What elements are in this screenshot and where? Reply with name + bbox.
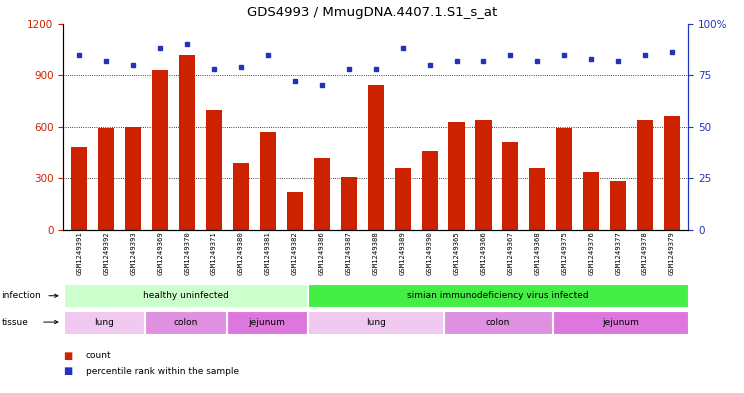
Text: colon: colon	[486, 318, 510, 327]
Bar	[449, 121, 464, 230]
Bar	[394, 168, 411, 230]
Bar	[475, 120, 492, 230]
Bar	[557, 129, 572, 230]
Text: ■: ■	[63, 351, 72, 361]
Bar	[368, 85, 384, 230]
Text: count: count	[86, 351, 111, 360]
Text: jejunum: jejunum	[602, 318, 638, 327]
Bar	[444, 310, 552, 334]
Bar	[422, 151, 437, 230]
Text: ■: ■	[63, 366, 72, 376]
Bar	[260, 132, 276, 230]
Text: GDS4993 / MmugDNA.4407.1.S1_s_at: GDS4993 / MmugDNA.4407.1.S1_s_at	[247, 6, 497, 19]
Bar	[529, 168, 545, 230]
Bar	[206, 110, 222, 230]
Text: infection: infection	[1, 291, 41, 300]
Bar	[553, 310, 687, 334]
Text: colon: colon	[173, 318, 198, 327]
Text: lung: lung	[366, 318, 385, 327]
Text: percentile rank within the sample: percentile rank within the sample	[86, 367, 239, 376]
Text: tissue: tissue	[1, 318, 28, 327]
Bar	[637, 120, 653, 230]
Bar	[287, 192, 303, 230]
Bar	[664, 116, 680, 230]
Bar	[71, 147, 88, 230]
Bar	[125, 127, 141, 230]
Bar	[145, 310, 225, 334]
Bar	[610, 181, 626, 230]
Bar	[98, 129, 115, 230]
Bar	[341, 178, 357, 230]
Bar	[64, 310, 144, 334]
Bar	[233, 163, 249, 230]
Bar	[583, 172, 600, 230]
Bar	[64, 284, 307, 307]
Bar	[308, 310, 443, 334]
Text: jejunum: jejunum	[248, 318, 286, 327]
Bar	[179, 55, 195, 230]
Bar	[308, 284, 687, 307]
Bar	[314, 158, 330, 230]
Text: healthy uninfected: healthy uninfected	[143, 291, 228, 300]
Bar	[227, 310, 307, 334]
Bar	[502, 142, 519, 230]
Text: simian immunodeficiency virus infected: simian immunodeficiency virus infected	[407, 291, 589, 300]
Bar	[152, 70, 168, 230]
Text: lung: lung	[94, 318, 114, 327]
